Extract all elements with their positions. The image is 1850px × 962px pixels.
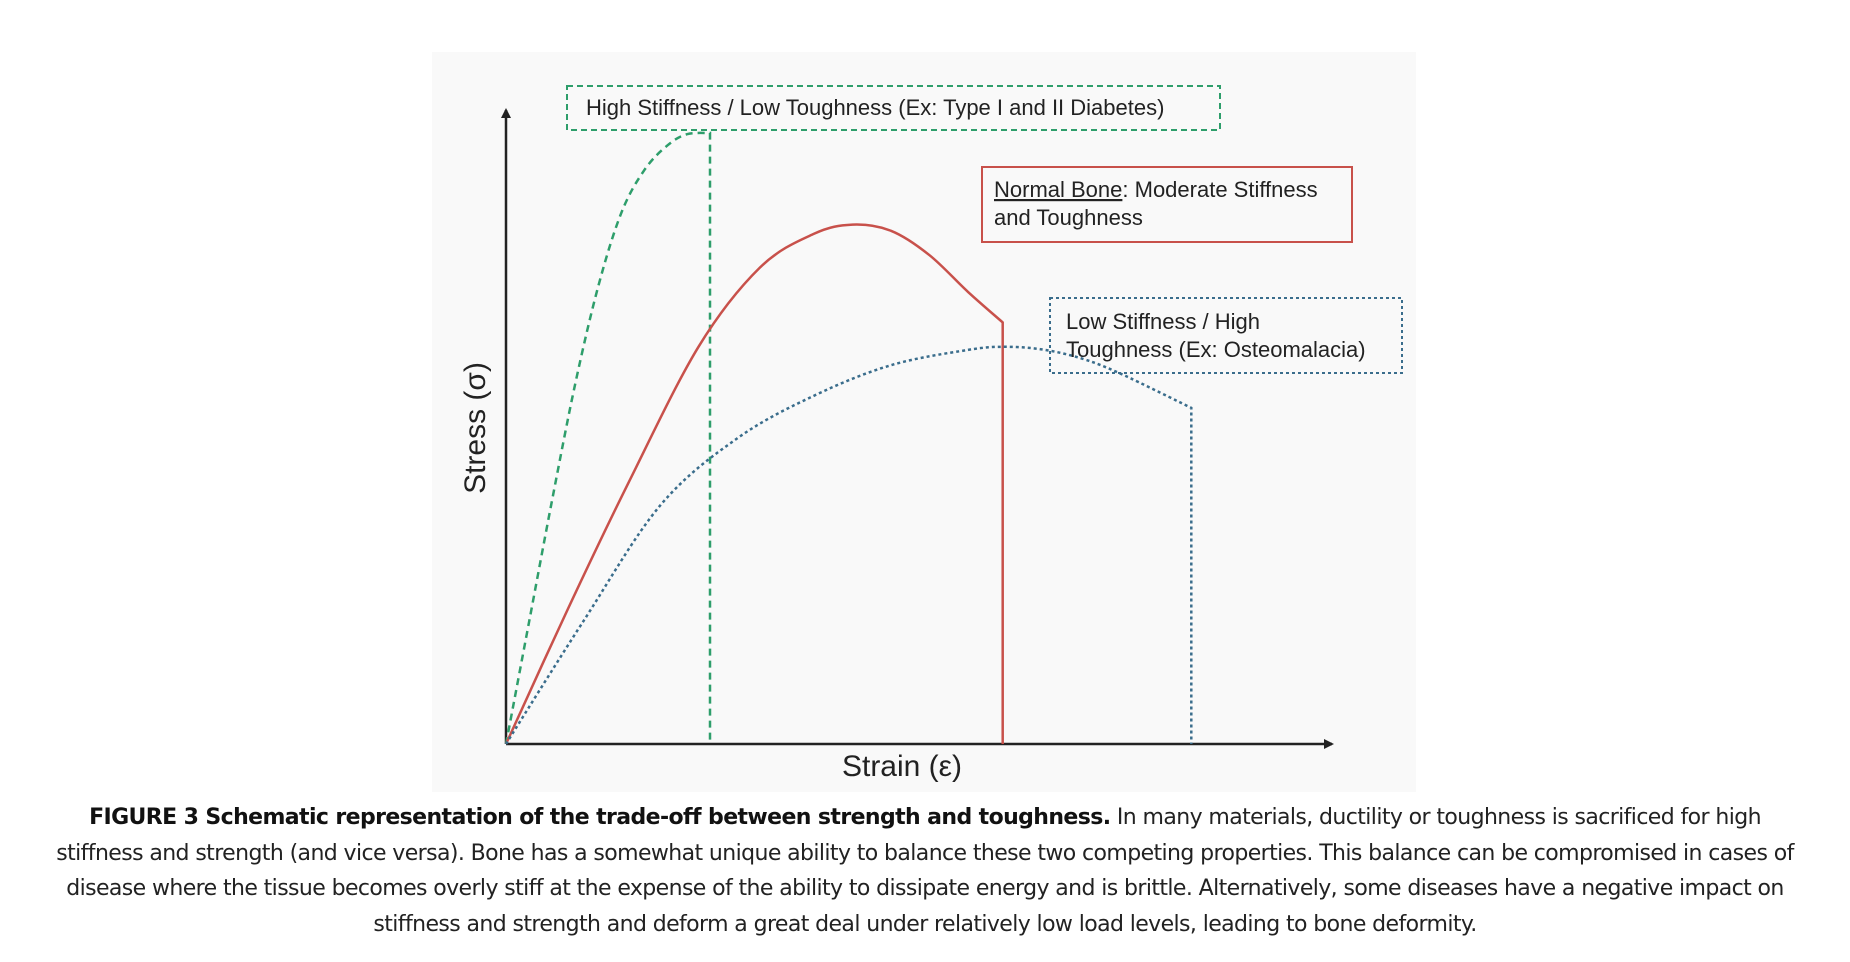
low-stiffness-label-line1: Low Stiffness / High [1066, 309, 1260, 334]
normal-bone-rest: : Moderate Stiffness [1122, 177, 1317, 202]
y-axis-label: Stress (σ) [459, 362, 492, 494]
normal-bone-label-box [981, 166, 1353, 243]
low-stiffness-label-box [1049, 297, 1403, 374]
x-axis-label: Strain (ε) [842, 750, 962, 783]
high-stiffness-label-box [566, 85, 1221, 131]
high-stiffness-curve [504, 131, 712, 745]
normal-bone-label-line1: Normal Bone: Moderate Stiffness [994, 177, 1318, 202]
series-layer [504, 131, 1193, 745]
normal-bone-label-line2: and Toughness [994, 205, 1143, 230]
low-stiffness-curve [504, 345, 1193, 745]
caption-title: FIGURE 3 Schematic representation of the… [89, 805, 1111, 830]
normal-bone-curve [504, 223, 1004, 745]
figure-caption: FIGURE 3 Schematic representation of the… [50, 800, 1800, 942]
high-stiffness-label: High Stiffness / Low Toughness (Ex: Type… [586, 95, 1164, 120]
low-stiffness-label-line2: Toughness (Ex: Osteomalacia) [1066, 337, 1366, 362]
normal-bone-underlined: Normal Bone [994, 177, 1122, 202]
caption-text: In many materials, ductility or toughnes… [56, 805, 1794, 937]
figure-panel [432, 52, 1416, 792]
